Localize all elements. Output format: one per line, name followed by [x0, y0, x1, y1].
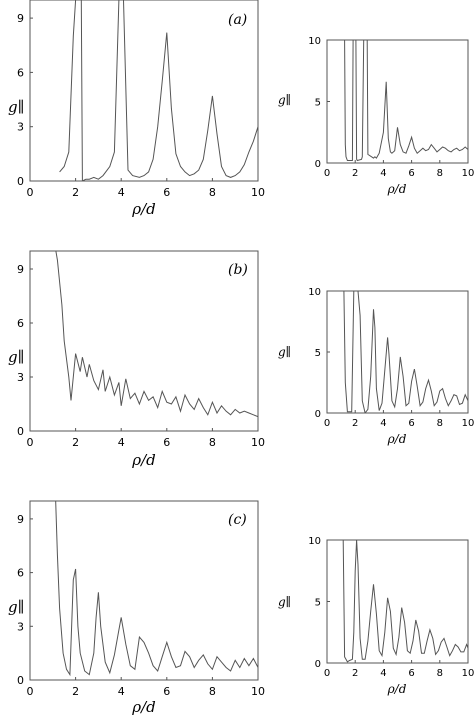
panel-a-left: 0 2 4 6 8 10 0 3 6 9 (a) ρ/d g∥ [8, 0, 265, 218]
x-tick-label: 4 [118, 436, 125, 449]
y-tick-label: 0 [315, 159, 321, 170]
x-tick-label: 8 [437, 418, 443, 429]
x-tick-label: 6 [408, 668, 414, 679]
x-tick-label: 6 [408, 168, 414, 179]
x-tick-label: 8 [437, 168, 443, 179]
y-tick-label: 6 [17, 567, 24, 580]
panel-c-left: 0 2 4 6 8 10 0 3 6 9 (c) ρ/d g∥ [8, 500, 265, 716]
y-tick-label: 0 [315, 409, 321, 420]
x-tick-label: 6 [408, 418, 414, 429]
x-tick-label: 8 [437, 668, 443, 679]
y-axis-label: g∥ [8, 348, 25, 366]
x-tick-label: 2 [72, 186, 79, 199]
y-tick-label: 10 [308, 36, 321, 47]
x-tick-label: 4 [380, 418, 386, 429]
x-tick-label: 2 [352, 668, 358, 679]
panel-label: (a) [228, 12, 247, 28]
x-tick-label: 10 [462, 418, 474, 429]
y-tick-label: 0 [17, 425, 24, 438]
x-axis-label: ρ/d [387, 432, 407, 446]
y-tick-label: 10 [308, 536, 321, 547]
x-tick-label: 0 [324, 668, 330, 679]
x-tick-label: 6 [163, 436, 170, 449]
y-axis-label: g∥ [8, 98, 25, 116]
x-tick-label: 2 [72, 436, 79, 449]
series-line [55, 251, 258, 418]
plot-frame [29, 0, 259, 182]
x-tick-label: 0 [27, 685, 34, 698]
y-tick-label: 9 [17, 12, 24, 25]
y-tick-label: 9 [17, 513, 24, 526]
x-tick-label: 10 [251, 436, 265, 449]
y-axis-label: g∥ [278, 595, 291, 609]
x-axis-label: ρ/d [387, 682, 407, 696]
y-tick-label: 3 [17, 121, 24, 134]
series-line [59, 0, 258, 181]
y-tick-label: 5 [315, 598, 321, 609]
x-axis-label: ρ/d [131, 451, 155, 469]
x-tick-label: 6 [163, 186, 170, 199]
x-tick-label: 0 [324, 168, 330, 179]
x-tick-label: 4 [118, 685, 125, 698]
plot-frame [326, 39, 469, 164]
y-tick-label: 0 [17, 175, 24, 188]
x-tick-label: 8 [209, 186, 216, 199]
x-tick-label: 0 [27, 186, 34, 199]
y-tick-label: 3 [17, 371, 24, 384]
y-tick-label: 6 [17, 317, 24, 330]
x-tick-label: 6 [163, 685, 170, 698]
panel-c-right: 0 2 4 6 8 10 0 5 10 ρ/d g∥ [278, 536, 474, 696]
x-tick-label: 4 [380, 668, 386, 679]
x-tick-label: 2 [352, 168, 358, 179]
series-line [341, 291, 468, 413]
x-tick-label: 10 [251, 186, 265, 199]
x-tick-label: 4 [380, 168, 386, 179]
x-axis-label: ρ/d [387, 182, 407, 196]
x-tick-label: 8 [209, 436, 216, 449]
panel-b-left: 0 2 4 6 8 10 0 3 6 9 (b) ρ/d g∥ [8, 250, 265, 469]
series-line [55, 501, 258, 677]
panel-b-right: 0 2 4 6 8 10 0 5 10 ρ/d g∥ [278, 287, 474, 446]
y-tick-label: 3 [17, 620, 24, 633]
x-tick-label: 8 [209, 685, 216, 698]
y-tick-label: 10 [308, 287, 321, 298]
x-tick-label: 0 [324, 418, 330, 429]
y-tick-label: 6 [17, 66, 24, 79]
y-tick-label: 0 [17, 674, 24, 687]
x-tick-label: 10 [251, 685, 265, 698]
y-tick-label: 5 [315, 98, 321, 109]
x-tick-label: 10 [462, 668, 474, 679]
y-axis-label: g∥ [278, 93, 291, 107]
series-line [341, 540, 468, 663]
plot-frame [29, 250, 259, 432]
x-tick-label: 0 [27, 436, 34, 449]
plot-frame [326, 290, 469, 414]
x-tick-label: 2 [352, 418, 358, 429]
x-axis-label: ρ/d [131, 698, 155, 716]
y-tick-label: 0 [315, 659, 321, 670]
plot-frame [29, 500, 259, 681]
panel-label: (b) [228, 262, 248, 278]
x-axis-label: ρ/d [131, 200, 155, 218]
series-line [341, 40, 468, 162]
x-tick-label: 2 [72, 685, 79, 698]
x-tick-label: 4 [118, 186, 125, 199]
y-axis-label: g∥ [278, 345, 291, 359]
x-tick-label: 10 [462, 168, 474, 179]
panel-a-right: 0 2 4 6 8 10 0 5 10 ρ/d g∥ [278, 36, 474, 196]
y-tick-label: 5 [315, 348, 321, 359]
panel-label: (c) [228, 512, 247, 528]
y-axis-label: g∥ [8, 598, 25, 616]
y-tick-label: 9 [17, 263, 24, 276]
